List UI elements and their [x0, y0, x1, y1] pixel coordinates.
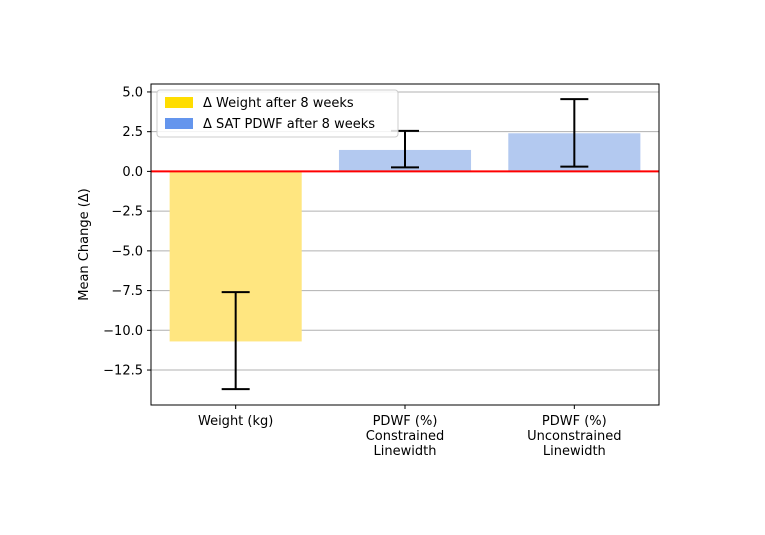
y-tick-label: −5.0 [111, 244, 143, 259]
y-tick-label: 2.5 [122, 125, 143, 140]
legend-swatch [165, 97, 193, 108]
x-tick-label: Unconstrained [527, 429, 621, 444]
x-tick-label: PDWF (%) [373, 414, 438, 429]
legend-box [156, 89, 399, 138]
y-tick-label: −2.5 [111, 205, 143, 220]
y-tick-label: 0.0 [122, 165, 143, 180]
x-tick-label: PDWF (%) [542, 414, 607, 429]
x-axis-ticks: Weight (kg) PDWF (%)ConstrainedLinewidthP… [198, 405, 622, 459]
y-axis-ticks: 5.0 2.5 0.0 −2.5 −5.0 −7.5 −10.0 −12.5 [103, 85, 151, 379]
x-tick-label: Linewidth [543, 444, 606, 459]
legend: Δ Weight after 8 weeks Δ SAT PDWF after 8… [156, 89, 399, 138]
y-axis-label: Mean Change (Δ) [77, 188, 92, 301]
x-tick-label: Weight (kg) [198, 414, 273, 429]
y-tick-label: −12.5 [103, 364, 143, 379]
y-tick-label: −10.0 [103, 324, 143, 339]
y-tick-label: −7.5 [111, 284, 143, 299]
error-bars [221, 98, 589, 391]
y-tick-label: 5.0 [122, 85, 143, 100]
x-tick-label: Constrained [366, 429, 445, 444]
legend-swatch [165, 118, 193, 129]
legend-label: Δ Weight after 8 weeks [203, 96, 354, 111]
x-tick-label: Linewidth [374, 444, 437, 459]
legend-label: Δ SAT PDWF after 8 weeks [203, 117, 375, 132]
